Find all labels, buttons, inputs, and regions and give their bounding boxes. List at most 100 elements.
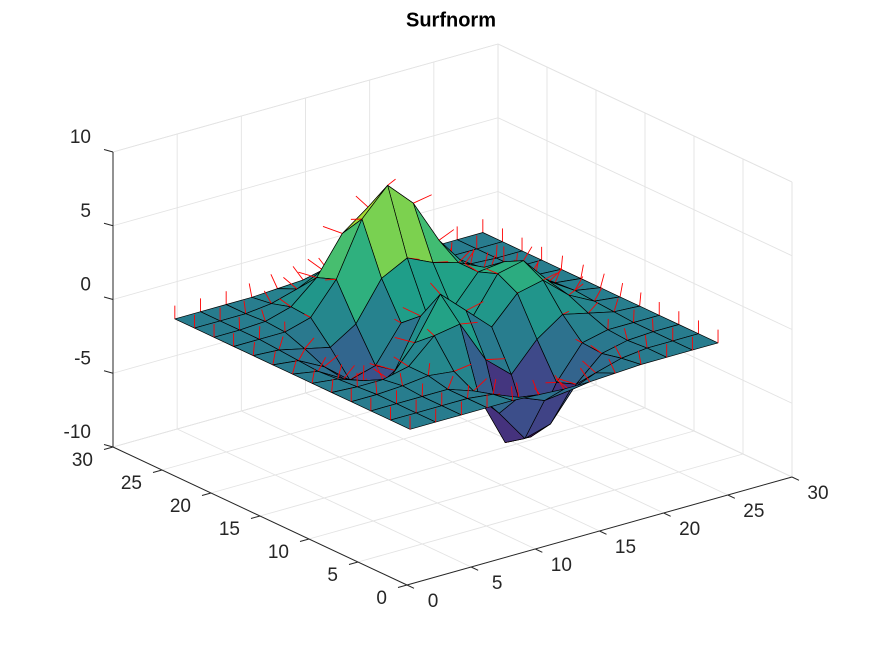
grid-line [112, 191, 499, 300]
surface-normal [587, 301, 599, 314]
surface-normal [298, 346, 307, 361]
surface-normal [568, 283, 584, 296]
surface-normal [438, 229, 455, 241]
surface-normal [465, 301, 484, 311]
surface-normal [270, 274, 278, 289]
grid-line [308, 430, 695, 540]
surface-normal [447, 375, 454, 390]
x-tick [406, 584, 415, 589]
surface-normal [492, 379, 497, 395]
surface-normal [510, 386, 514, 401]
y-tick-label: 10 [268, 542, 289, 563]
surface-normal [623, 328, 628, 341]
surface-normal [283, 277, 298, 290]
surface-normal [560, 255, 563, 270]
surface-normal [278, 336, 284, 351]
surface-normal [614, 345, 622, 359]
x-tick-label: 0 [428, 591, 439, 612]
z-tick-label: 0 [80, 275, 91, 296]
x-tick [470, 566, 479, 571]
surface-normal [483, 252, 489, 268]
surface-normal [252, 342, 255, 356]
surface-normal [590, 345, 603, 354]
x-tick-label: 10 [551, 555, 572, 576]
surface-normal [317, 357, 327, 372]
surface-normal [337, 364, 343, 380]
surface-normal [637, 350, 642, 365]
surface-normal [639, 292, 642, 307]
surface-normal [375, 364, 396, 371]
surface-normal [554, 375, 565, 390]
surface-normal [238, 316, 241, 331]
x-tick-label: 30 [807, 483, 828, 504]
surface-normal [298, 271, 317, 278]
surface-normal [485, 268, 498, 275]
surface-normal [574, 276, 584, 291]
chart-title: Surfnorm [406, 9, 496, 31]
y-tick [152, 469, 163, 473]
surface-normal [369, 363, 376, 367]
surface-normal [263, 290, 272, 304]
x-tick [727, 494, 736, 499]
surface-normal [464, 250, 475, 265]
grid-line [259, 407, 646, 517]
surface-patch [390, 412, 437, 430]
surface-normal [613, 298, 619, 312]
surface-normal [413, 194, 432, 204]
surface-normal [291, 359, 297, 375]
surface-normal [307, 258, 324, 271]
surface-normal [394, 337, 415, 344]
surface-normal [575, 338, 583, 344]
y-tick [103, 446, 114, 450]
surface-normal [304, 337, 315, 349]
surface-normal [579, 367, 591, 383]
surface-normal [473, 378, 487, 392]
surface-normal [459, 321, 478, 325]
x-tick [663, 512, 671, 517]
grid-line [357, 453, 744, 563]
z-tick-label: 5 [80, 201, 91, 222]
x-tick-label: 25 [743, 501, 764, 522]
surface-normal [399, 372, 404, 386]
surface-normal [495, 244, 498, 259]
surface-normal [248, 283, 253, 298]
x-tick-label: 5 [492, 573, 503, 594]
x-tick [791, 476, 800, 481]
grid-line [112, 117, 499, 227]
surface-normal [532, 379, 539, 395]
z-tick-label: -10 [64, 422, 91, 443]
surface-normal [394, 318, 402, 324]
surface-normal [542, 272, 557, 281]
surface-normal [427, 363, 431, 376]
z-tick-label: 10 [70, 127, 91, 148]
surface-normal [243, 300, 247, 314]
z-tick-label: -5 [74, 348, 91, 369]
z-tick [103, 149, 114, 153]
surface-normal [402, 307, 421, 317]
surface-normal [393, 356, 409, 367]
surface-normal [375, 381, 378, 395]
surface-normal [322, 226, 343, 234]
z-tick [103, 296, 114, 300]
surface-normal [430, 282, 441, 295]
surface-normal [355, 195, 369, 208]
y-tick [299, 538, 310, 542]
y-tick [348, 561, 359, 565]
grid-line [497, 191, 793, 330]
y-tick [397, 584, 408, 588]
surface-normal [331, 378, 334, 393]
surface-normal [652, 318, 654, 332]
grid-line [497, 117, 793, 257]
y-tick-label: 20 [170, 496, 191, 517]
x-tick [599, 530, 607, 535]
surface-normal [466, 384, 470, 399]
surface-normal [426, 328, 435, 337]
x-tick [535, 548, 543, 553]
y-tick-label: 5 [327, 565, 338, 586]
surface-normal [562, 310, 570, 315]
y-tick [250, 515, 261, 519]
surface-normal [458, 250, 470, 264]
surface-normal [548, 268, 563, 282]
y-tick-label: 15 [219, 519, 240, 540]
y-tick [201, 492, 212, 496]
